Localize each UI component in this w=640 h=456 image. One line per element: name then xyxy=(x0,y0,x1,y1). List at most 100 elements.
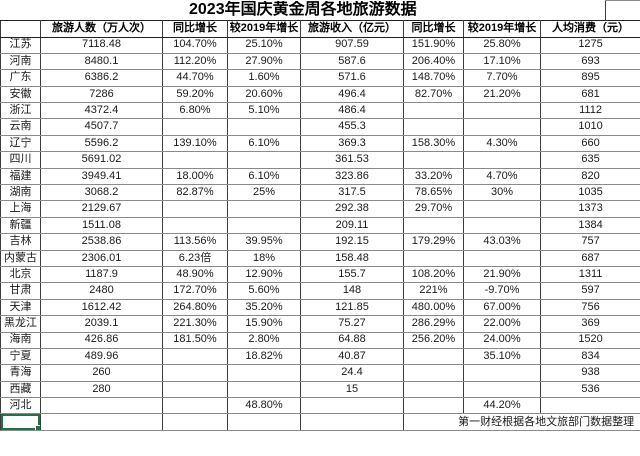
province-cell[interactable]: 湖南 xyxy=(0,184,41,202)
data-cell[interactable] xyxy=(403,364,464,382)
data-cell[interactable]: 687 xyxy=(539,249,640,267)
data-cell[interactable]: 635 xyxy=(539,151,640,169)
data-cell[interactable]: 18% xyxy=(227,249,301,267)
fill-handle-icon[interactable] xyxy=(35,425,40,430)
data-cell[interactable]: 426.86 xyxy=(40,331,163,349)
data-cell[interactable]: 15.90% xyxy=(227,315,301,333)
province-cell[interactable]: 浙江 xyxy=(0,102,41,120)
data-cell[interactable]: 104.70% xyxy=(162,36,228,54)
data-cell[interactable]: 2306.01 xyxy=(40,249,163,267)
data-cell[interactable] xyxy=(300,397,404,415)
data-cell[interactable]: 5.60% xyxy=(227,282,301,300)
data-cell[interactable] xyxy=(403,380,464,399)
empty-cell[interactable] xyxy=(605,0,640,21)
data-cell[interactable]: 6.23倍 xyxy=(162,249,228,267)
data-cell[interactable]: 48.80% xyxy=(227,397,301,415)
data-cell[interactable]: 587.6 xyxy=(300,52,404,71)
data-cell[interactable]: 2538.86 xyxy=(40,233,163,251)
data-cell[interactable]: 3068.2 xyxy=(40,184,163,202)
data-cell[interactable]: 489.96 xyxy=(40,347,163,366)
data-cell[interactable]: 369.3 xyxy=(300,134,404,153)
data-cell[interactable]: 78.65% xyxy=(403,184,464,202)
province-cell[interactable]: 吉林 xyxy=(0,233,41,251)
empty-cell[interactable] xyxy=(227,413,301,432)
data-cell[interactable]: 1520 xyxy=(539,331,640,349)
province-cell[interactable]: 宁夏 xyxy=(0,347,41,366)
data-cell[interactable]: 2129.67 xyxy=(40,200,163,218)
data-cell[interactable]: 43.03% xyxy=(463,233,541,251)
column-header[interactable]: 较2019年增长 xyxy=(227,20,301,38)
province-cell[interactable]: 河北 xyxy=(0,397,41,415)
data-cell[interactable]: 29.70% xyxy=(403,200,464,218)
province-cell[interactable]: 广东 xyxy=(0,69,41,87)
data-cell[interactable] xyxy=(162,397,228,415)
data-cell[interactable]: 209.11 xyxy=(300,216,404,235)
data-cell[interactable]: 17.10% xyxy=(463,52,541,71)
province-cell[interactable]: 黑龙江 xyxy=(0,315,41,333)
column-header[interactable]: 旅游收入（亿元） xyxy=(300,20,404,38)
data-cell[interactable]: 8480.1 xyxy=(40,52,163,71)
data-cell[interactable]: 59.20% xyxy=(162,85,228,104)
data-cell[interactable]: 148 xyxy=(300,282,404,300)
data-cell[interactable]: 480.00% xyxy=(403,298,464,317)
data-cell[interactable]: 286.29% xyxy=(403,315,464,333)
data-cell[interactable]: 1010 xyxy=(539,118,640,136)
data-cell[interactable]: 681 xyxy=(539,85,640,104)
data-cell[interactable] xyxy=(227,380,301,399)
data-cell[interactable]: 221.30% xyxy=(162,315,228,333)
province-cell[interactable]: 西藏 xyxy=(0,380,41,399)
data-cell[interactable]: 1373 xyxy=(539,200,640,218)
data-cell[interactable]: 22.00% xyxy=(463,315,541,333)
data-cell[interactable]: 151.90% xyxy=(403,36,464,54)
data-cell[interactable]: 6.10% xyxy=(227,134,301,153)
data-cell[interactable]: 139.10% xyxy=(162,134,228,153)
data-cell[interactable]: 323.86 xyxy=(300,167,404,186)
data-cell[interactable]: 2.80% xyxy=(227,331,301,349)
data-cell[interactable] xyxy=(403,102,464,120)
data-cell[interactable]: 820 xyxy=(539,167,640,186)
data-cell[interactable]: 7118.48 xyxy=(40,36,163,54)
data-cell[interactable]: 179.29% xyxy=(403,233,464,251)
data-cell[interactable]: 756 xyxy=(539,298,640,317)
data-cell[interactable] xyxy=(227,364,301,382)
data-cell[interactable]: 4372.4 xyxy=(40,102,163,120)
data-cell[interactable]: 938 xyxy=(539,364,640,382)
data-cell[interactable] xyxy=(403,151,464,169)
data-cell[interactable] xyxy=(463,380,541,399)
column-header[interactable]: 同比增长 xyxy=(162,20,228,38)
data-cell[interactable]: 30% xyxy=(463,184,541,202)
data-cell[interactable]: 2480 xyxy=(40,282,163,300)
data-cell[interactable]: 907.59 xyxy=(300,36,404,54)
data-cell[interactable]: 67.00% xyxy=(463,298,541,317)
data-cell[interactable]: 21.20% xyxy=(463,85,541,104)
data-cell[interactable] xyxy=(162,347,228,366)
data-cell[interactable] xyxy=(403,397,464,415)
data-cell[interactable]: 155.7 xyxy=(300,265,404,284)
data-cell[interactable] xyxy=(227,118,301,136)
data-cell[interactable]: 40.87 xyxy=(300,347,404,366)
data-cell[interactable]: 148.70% xyxy=(403,69,464,87)
data-cell[interactable]: 25.80% xyxy=(463,36,541,54)
data-cell[interactable]: 536 xyxy=(539,380,640,399)
data-cell[interactable]: 256.20% xyxy=(403,331,464,349)
data-cell[interactable] xyxy=(403,249,464,267)
data-cell[interactable]: 2039.1 xyxy=(40,315,163,333)
data-cell[interactable] xyxy=(403,216,464,235)
data-cell[interactable]: 1.60% xyxy=(227,69,301,87)
data-cell[interactable]: 12.90% xyxy=(227,265,301,284)
data-cell[interactable]: 571.6 xyxy=(300,69,404,87)
data-cell[interactable]: 82.70% xyxy=(403,85,464,104)
data-cell[interactable]: 221% xyxy=(403,282,464,300)
data-cell[interactable]: -9.70% xyxy=(463,282,541,300)
data-cell[interactable]: 693 xyxy=(539,52,640,71)
data-cell[interactable] xyxy=(463,249,541,267)
data-cell[interactable] xyxy=(403,347,464,366)
province-cell[interactable]: 甘肃 xyxy=(0,282,41,300)
data-cell[interactable]: 33.20% xyxy=(403,167,464,186)
data-cell[interactable]: 75.27 xyxy=(300,315,404,333)
province-cell[interactable]: 福建 xyxy=(0,167,41,186)
data-cell[interactable] xyxy=(463,216,541,235)
data-cell[interactable]: 260 xyxy=(40,364,163,382)
data-cell[interactable]: 1511.08 xyxy=(40,216,163,235)
data-cell[interactable] xyxy=(463,102,541,120)
